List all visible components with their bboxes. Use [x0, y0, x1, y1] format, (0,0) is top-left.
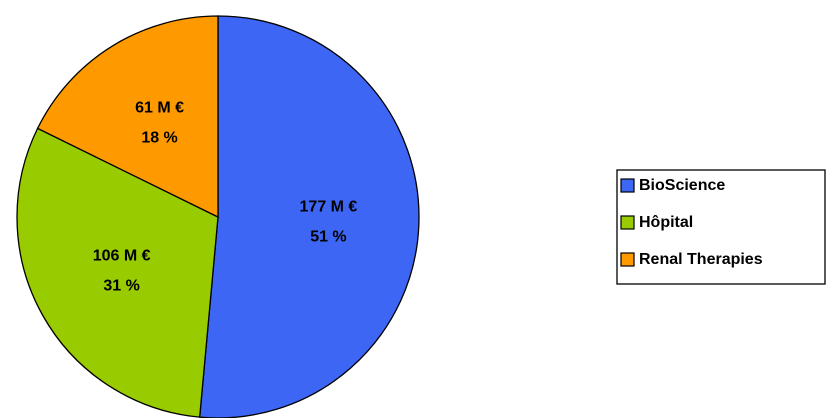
- pie-slice: [36, 15, 219, 219]
- value-label: 106 M €: [93, 247, 151, 264]
- legend-swatch: [620, 215, 635, 230]
- percent-label: 51 %: [310, 228, 346, 245]
- legend-label: BioScience: [639, 177, 725, 194]
- pie-slice: [16, 127, 219, 418]
- legend-box: [616, 169, 826, 285]
- pie-slice: [198, 15, 420, 418]
- legend-swatch: [620, 252, 635, 267]
- legend-label: Hôpital: [639, 214, 693, 231]
- value-label: 177 M €: [300, 198, 358, 215]
- percent-label: 31 %: [103, 277, 139, 294]
- legend-label: Renal Therapies: [639, 251, 763, 268]
- value-label: 61 M €: [135, 99, 184, 116]
- legend-swatch: [620, 178, 635, 193]
- percent-label: 18 %: [141, 129, 177, 146]
